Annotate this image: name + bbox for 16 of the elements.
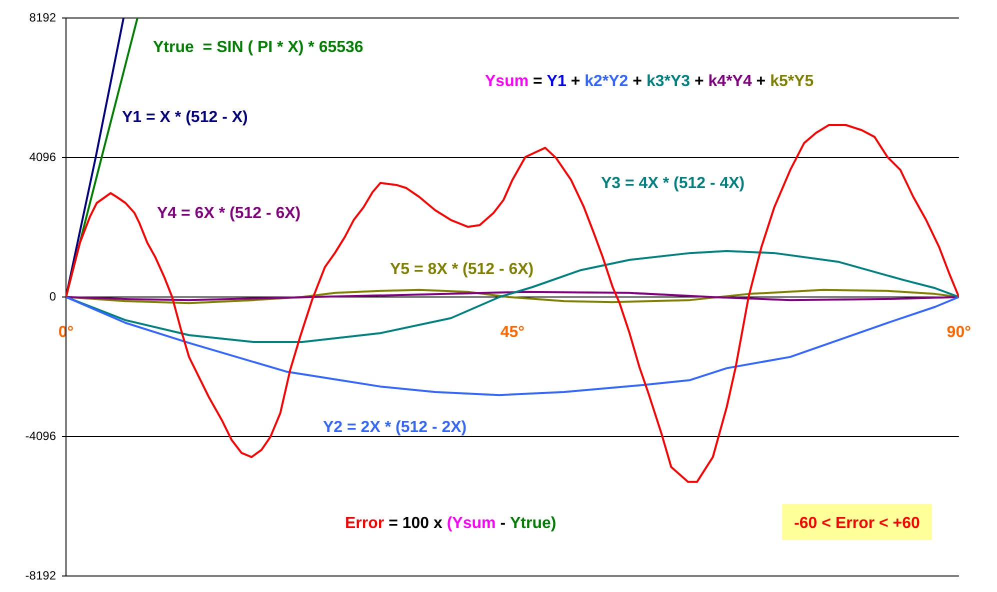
- y-tick-label: 8192: [29, 10, 56, 24]
- x-tick-label: 90°: [946, 324, 972, 342]
- series-label: Y2 = 2X * (512 - 2X): [323, 419, 467, 436]
- y-tick-label: -8192: [25, 568, 56, 582]
- x-tick-label: 45°: [500, 324, 525, 342]
- y-tick-label: -4096: [25, 428, 56, 443]
- annotation: -60 < Error < +60: [794, 515, 920, 532]
- y-tick-label: 0: [49, 289, 56, 304]
- series-label: Y5 = 8X * (512 - 6X): [390, 261, 534, 278]
- text: Y3 = 4X * (512 - 4X): [601, 175, 745, 192]
- y-tick-label: 4096: [29, 150, 56, 164]
- text: Y4 = 6X * (512 - 6X): [157, 205, 301, 222]
- series-label: Ytrue = SIN ( PI * X) * 65536: [153, 39, 364, 56]
- series-label: Y1 = X * (512 - X): [122, 109, 248, 126]
- annotation: Error = 100 x (Ysum - Ytrue): [345, 515, 556, 532]
- text: Ysum = Y1 + k2*Y2 + k3*Y3 + k4*Y4 + k5*Y5: [485, 73, 814, 90]
